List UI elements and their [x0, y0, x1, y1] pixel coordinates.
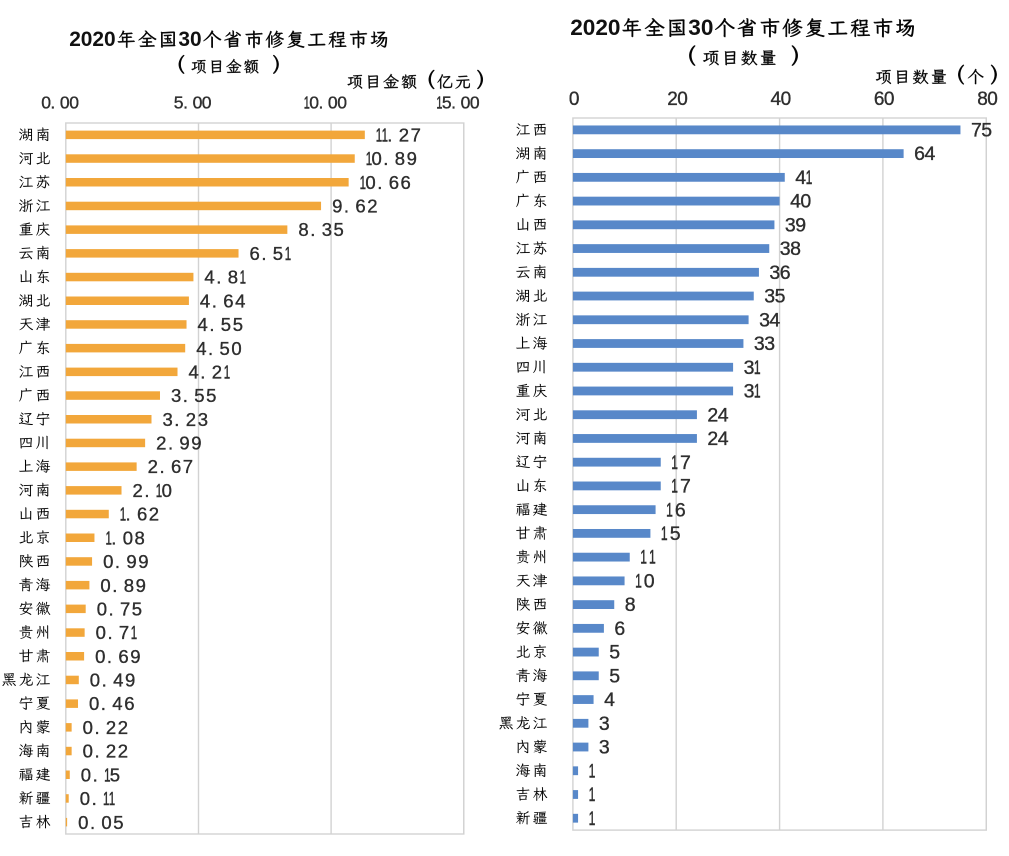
svg-text:2020: 2020: [69, 28, 115, 51]
svg-text:1: 1: [671, 476, 678, 498]
svg-text:4.50: 4.50: [196, 338, 241, 359]
svg-text:20: 20: [667, 89, 688, 110]
svg-text:1: 1: [589, 761, 596, 783]
svg-text:4: 4: [795, 167, 806, 189]
svg-text:.08: .08: [111, 527, 145, 548]
svg-text:1: 1: [106, 529, 112, 549]
svg-text:38: 38: [780, 238, 801, 260]
svg-text:7: 7: [680, 476, 691, 498]
svg-text:3: 3: [744, 357, 755, 379]
svg-text:3.55: 3.55: [171, 385, 216, 406]
svg-text:60: 60: [874, 89, 895, 110]
svg-text:1: 1: [285, 244, 291, 264]
svg-text:2020: 2020: [570, 15, 620, 40]
svg-text:24: 24: [707, 404, 728, 426]
svg-text:24: 24: [707, 428, 728, 450]
svg-text:9.62: 9.62: [332, 196, 377, 217]
svg-text:5.00: 5.00: [442, 93, 480, 113]
svg-text:0.75: 0.75: [97, 598, 142, 619]
svg-text:3: 3: [599, 737, 610, 759]
svg-text:4: 4: [604, 689, 615, 711]
svg-text:0.89: 0.89: [372, 148, 417, 169]
svg-text:1: 1: [131, 623, 137, 643]
svg-text:1: 1: [635, 571, 642, 593]
svg-text:1: 1: [666, 499, 673, 521]
svg-text:6: 6: [675, 499, 686, 521]
svg-text:33: 33: [754, 333, 775, 355]
svg-text:0.89: 0.89: [100, 575, 145, 596]
svg-text:0: 0: [569, 89, 580, 110]
svg-text:6: 6: [614, 618, 625, 640]
svg-text:1: 1: [304, 94, 310, 113]
svg-text:80: 80: [977, 89, 998, 110]
svg-text:.27: .27: [387, 124, 421, 145]
svg-text:75: 75: [971, 120, 992, 142]
svg-text:64: 64: [914, 143, 935, 165]
svg-text:0.99: 0.99: [103, 551, 148, 572]
svg-text:1: 1: [156, 481, 162, 501]
svg-text:0.22: 0.22: [83, 741, 128, 762]
svg-text:3: 3: [599, 713, 610, 735]
svg-text:0.7: 0.7: [96, 622, 130, 643]
svg-text:1: 1: [366, 150, 372, 170]
svg-text:6.5: 6.5: [250, 243, 284, 264]
svg-text:1: 1: [103, 789, 109, 809]
svg-text:1: 1: [120, 505, 126, 525]
svg-text:0.00: 0.00: [41, 93, 79, 113]
svg-text:0.66: 0.66: [365, 172, 410, 193]
svg-text:4.64: 4.64: [200, 290, 245, 311]
svg-text:36: 36: [769, 262, 790, 284]
svg-text:0.46: 0.46: [89, 693, 134, 714]
svg-text:5.00: 5.00: [174, 93, 212, 113]
svg-text:1: 1: [661, 523, 668, 545]
svg-text:5: 5: [609, 642, 620, 664]
svg-text:0: 0: [644, 571, 655, 593]
svg-text:0.00: 0.00: [309, 93, 347, 113]
svg-text:5: 5: [609, 665, 620, 687]
svg-text:8: 8: [625, 594, 636, 616]
svg-text:0.49: 0.49: [90, 670, 135, 691]
svg-text:2.99: 2.99: [156, 433, 201, 454]
svg-text:0.05: 0.05: [78, 812, 123, 833]
svg-text:1: 1: [640, 547, 647, 569]
svg-text:0.: 0.: [80, 788, 97, 809]
svg-text:0.69: 0.69: [95, 646, 140, 667]
svg-text:.62: .62: [126, 504, 160, 525]
svg-text:1: 1: [806, 167, 813, 189]
svg-text:40: 40: [771, 89, 792, 110]
svg-text:1: 1: [754, 357, 761, 379]
svg-text:1: 1: [649, 547, 656, 569]
svg-text:1: 1: [671, 452, 678, 474]
svg-text:7: 7: [680, 452, 691, 474]
svg-text:1: 1: [109, 789, 115, 809]
svg-text:1: 1: [589, 784, 596, 806]
svg-text:1: 1: [382, 126, 388, 146]
svg-text:8.35: 8.35: [298, 219, 343, 240]
svg-text:1: 1: [754, 381, 761, 403]
svg-text:4.55: 4.55: [198, 314, 243, 335]
svg-text:4.2: 4.2: [189, 362, 223, 383]
svg-text:1: 1: [589, 808, 596, 830]
svg-text:30: 30: [688, 15, 713, 40]
svg-text:4.8: 4.8: [204, 267, 238, 288]
svg-text:40: 40: [790, 191, 811, 213]
svg-text:30: 30: [178, 28, 201, 51]
svg-text:3.23: 3.23: [163, 409, 208, 430]
svg-text:5: 5: [670, 523, 681, 545]
svg-text:3: 3: [744, 381, 755, 403]
svg-text:1: 1: [224, 363, 230, 383]
svg-text:1: 1: [360, 173, 366, 193]
svg-text:1: 1: [436, 94, 442, 113]
svg-text:34: 34: [759, 309, 780, 331]
svg-text:1: 1: [104, 766, 110, 786]
svg-text:35: 35: [764, 286, 785, 308]
svg-text:1: 1: [240, 268, 246, 288]
svg-text:2.67: 2.67: [148, 456, 193, 477]
svg-text:1: 1: [376, 126, 382, 146]
svg-text:0.22: 0.22: [83, 717, 128, 738]
svg-text:39: 39: [785, 214, 806, 236]
